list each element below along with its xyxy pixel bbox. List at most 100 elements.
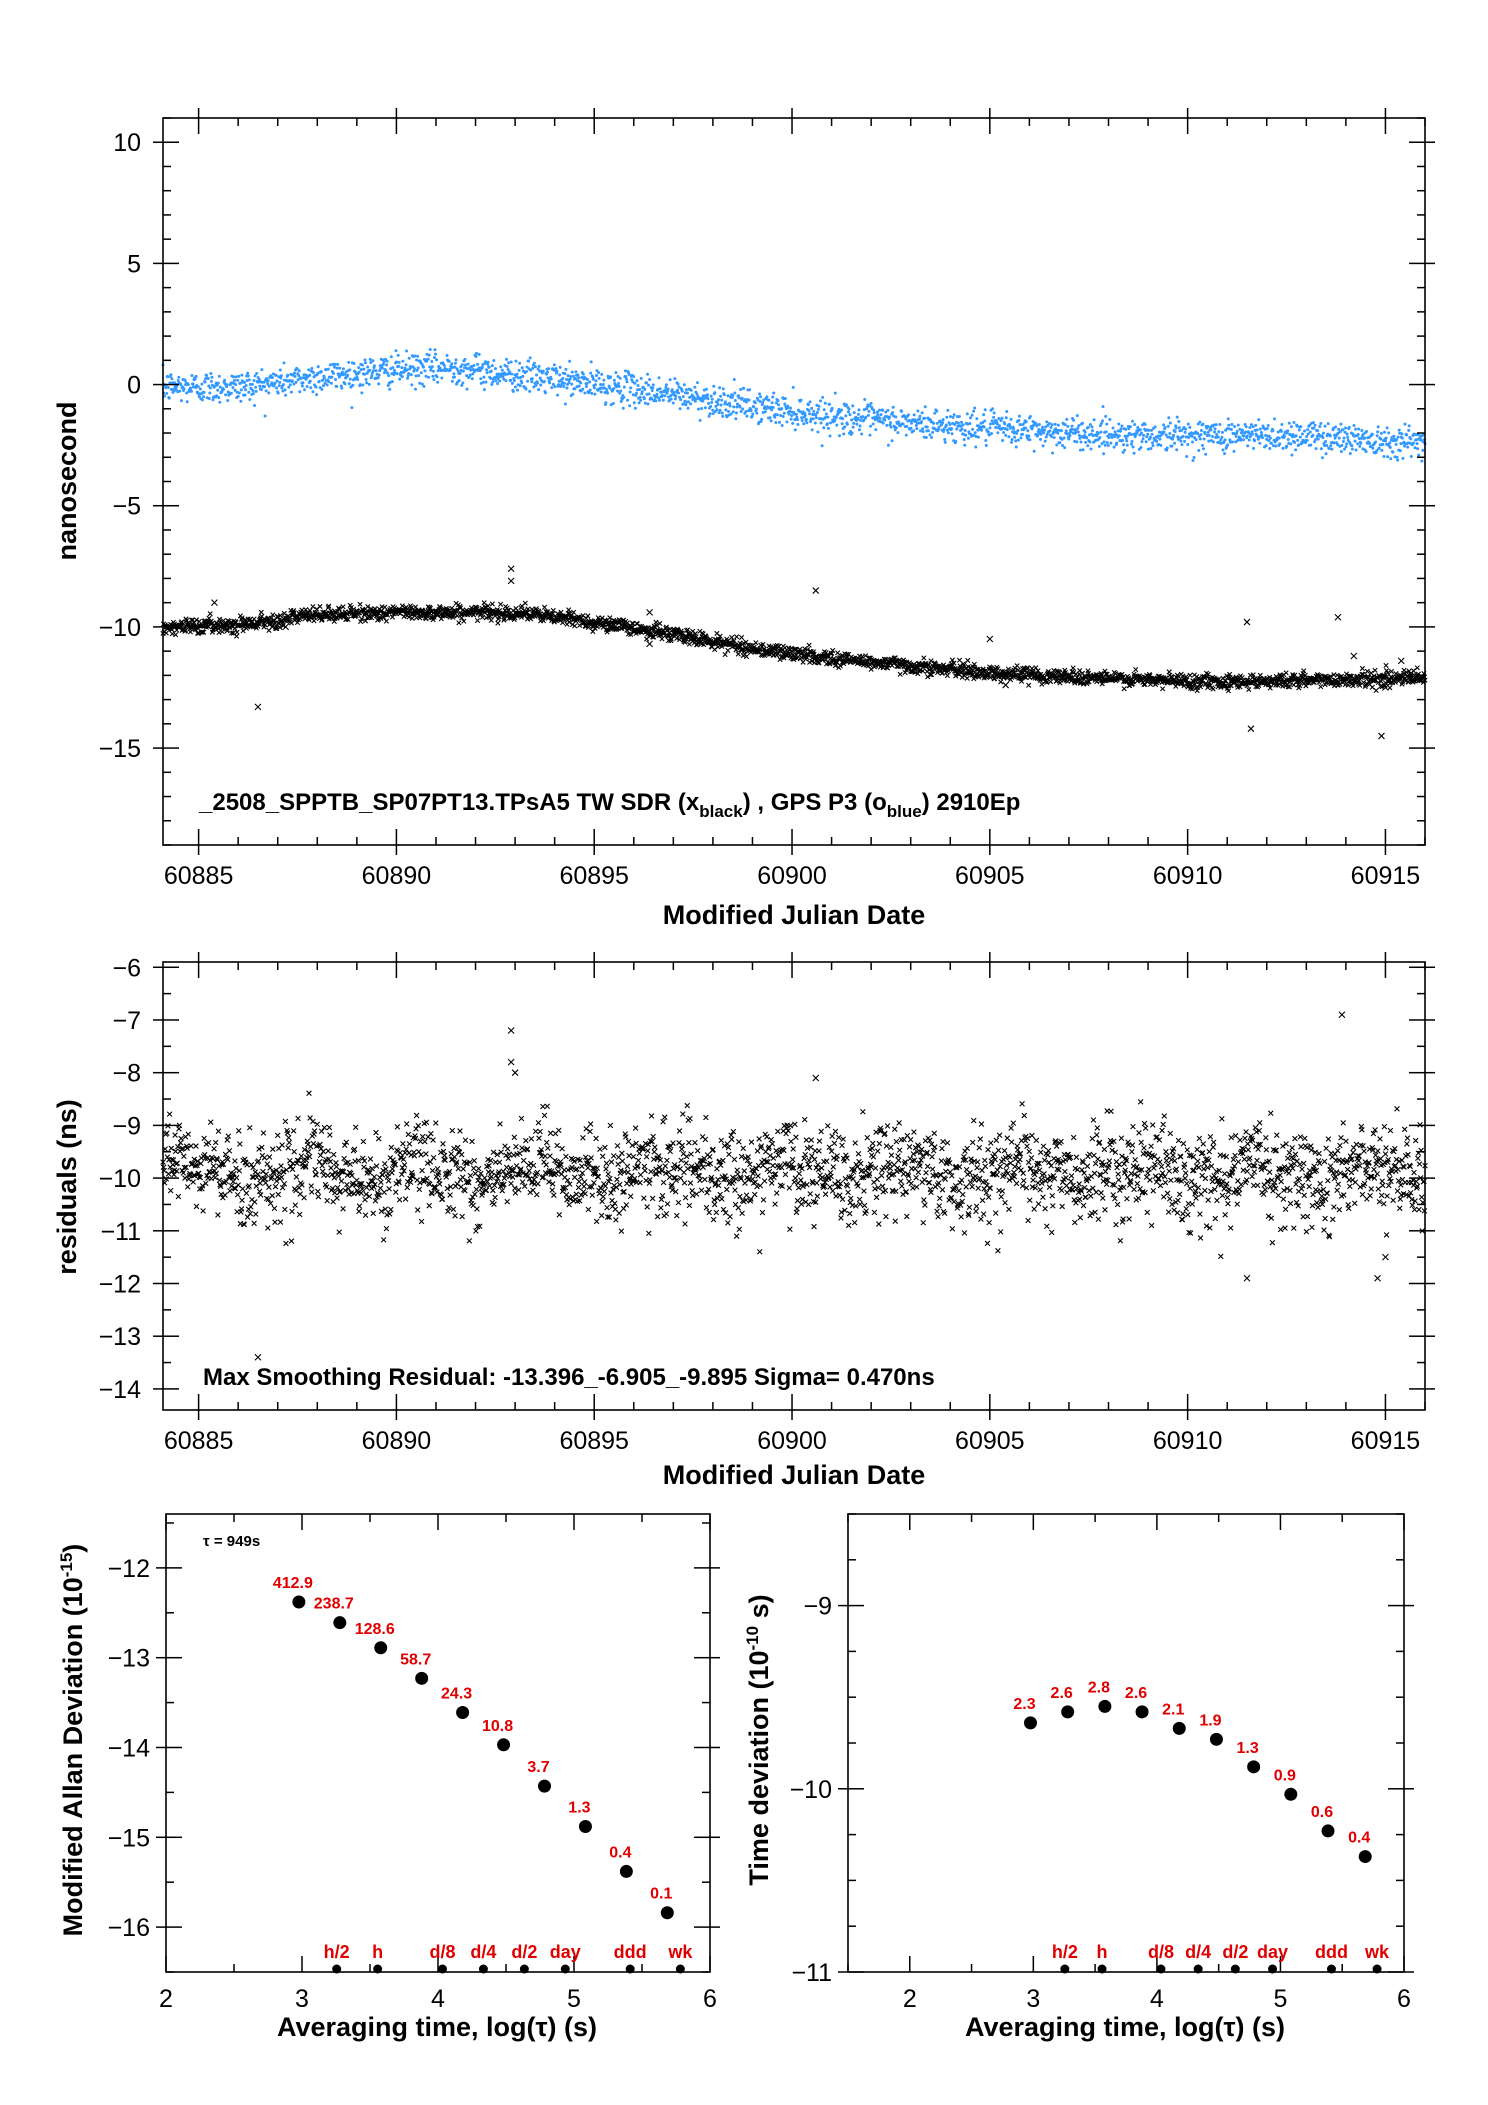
gps-point (1047, 422, 1051, 426)
gps-point (419, 371, 423, 375)
gps-point (790, 414, 794, 418)
gps-point (510, 372, 514, 376)
gps-point (325, 383, 329, 387)
gps-point (584, 385, 588, 389)
gps-point (687, 400, 691, 404)
gps-point (432, 356, 436, 360)
gps-point (1223, 452, 1227, 456)
gps-point (634, 391, 638, 395)
gps-point (1277, 436, 1281, 440)
gps-point (946, 408, 950, 412)
gps-point (988, 426, 992, 430)
gps-point (1311, 421, 1315, 425)
gps-point (499, 365, 503, 369)
tw-point (722, 651, 728, 658)
gps-point (371, 369, 375, 373)
gps-point (633, 381, 637, 385)
gps-point (742, 386, 746, 390)
gps-point (1199, 428, 1203, 432)
gps-point (1250, 430, 1254, 434)
gps-point (550, 386, 554, 390)
gps-point (770, 408, 774, 412)
gps-point (1405, 433, 1409, 437)
gps-point (689, 402, 693, 406)
gps-point (1148, 435, 1152, 439)
gps-point (1083, 430, 1087, 434)
gps-point (1130, 439, 1134, 443)
gps-point (923, 405, 927, 409)
gps-point (570, 382, 574, 386)
gps-point (739, 388, 743, 392)
gps-point (923, 416, 927, 420)
gps-point (515, 372, 519, 376)
tw-point (1187, 672, 1193, 678)
gps-point (311, 371, 315, 375)
gps-point (352, 362, 356, 366)
gps-point (218, 385, 222, 389)
gps-point (539, 383, 543, 387)
gps-point (1363, 436, 1367, 440)
gps-point (638, 388, 642, 392)
gps-point (538, 369, 542, 373)
gps-point (963, 443, 967, 447)
gps-point (253, 404, 257, 408)
gps-point (534, 383, 538, 387)
gps-point (1356, 442, 1360, 446)
gps-point (816, 407, 820, 411)
gps-point (358, 383, 362, 387)
gps-point (1382, 430, 1386, 434)
gps-point (953, 422, 957, 426)
gps-point (1194, 438, 1198, 442)
gps-point (822, 408, 826, 412)
gps-point (881, 421, 885, 425)
phase-x-tick-label: 60885 (164, 862, 234, 890)
gps-point (960, 427, 964, 431)
gps-point (167, 396, 171, 400)
gps-point (277, 384, 281, 388)
gps-point (538, 376, 542, 380)
gps-point (868, 433, 872, 437)
gps-point (724, 408, 728, 412)
gps-point (1230, 422, 1234, 426)
gps-point (1298, 435, 1302, 439)
gps-point (817, 404, 821, 408)
gps-point (579, 381, 583, 385)
gps-point (647, 383, 651, 387)
gps-point (498, 379, 502, 383)
gps-point (457, 378, 461, 382)
gps-point (233, 378, 237, 382)
gps-point (551, 382, 555, 386)
gps-point (1009, 417, 1013, 421)
gps-point (1024, 420, 1028, 424)
gps-point (1065, 417, 1069, 421)
gps-point (887, 415, 891, 419)
gps-point (968, 416, 972, 420)
phase-x-tick-label: 60895 (559, 862, 629, 890)
gps-point (398, 377, 402, 381)
gps-point (1095, 434, 1099, 438)
gps-point (1027, 434, 1031, 438)
gps-point (1271, 428, 1275, 432)
gps-point (452, 375, 456, 379)
gps-point (945, 428, 949, 432)
gps-point (1359, 441, 1363, 445)
gps-point (957, 415, 961, 419)
gps-point (207, 384, 211, 388)
gps-point (518, 361, 522, 365)
gps-point (1254, 423, 1258, 427)
gps-point (1395, 455, 1399, 459)
gps-point (621, 406, 625, 410)
tw-point (607, 615, 613, 621)
gps-point (709, 394, 713, 398)
gps-point (900, 409, 904, 413)
gps-point (246, 374, 250, 378)
gps-point (305, 384, 309, 388)
gps-point (734, 417, 738, 421)
gps-point (819, 421, 823, 425)
gps-point (1143, 422, 1147, 426)
gps-point (1294, 434, 1298, 438)
gps-point (720, 411, 724, 415)
tw-point (550, 607, 556, 614)
gps-point (906, 413, 910, 417)
gps-point (244, 388, 248, 392)
